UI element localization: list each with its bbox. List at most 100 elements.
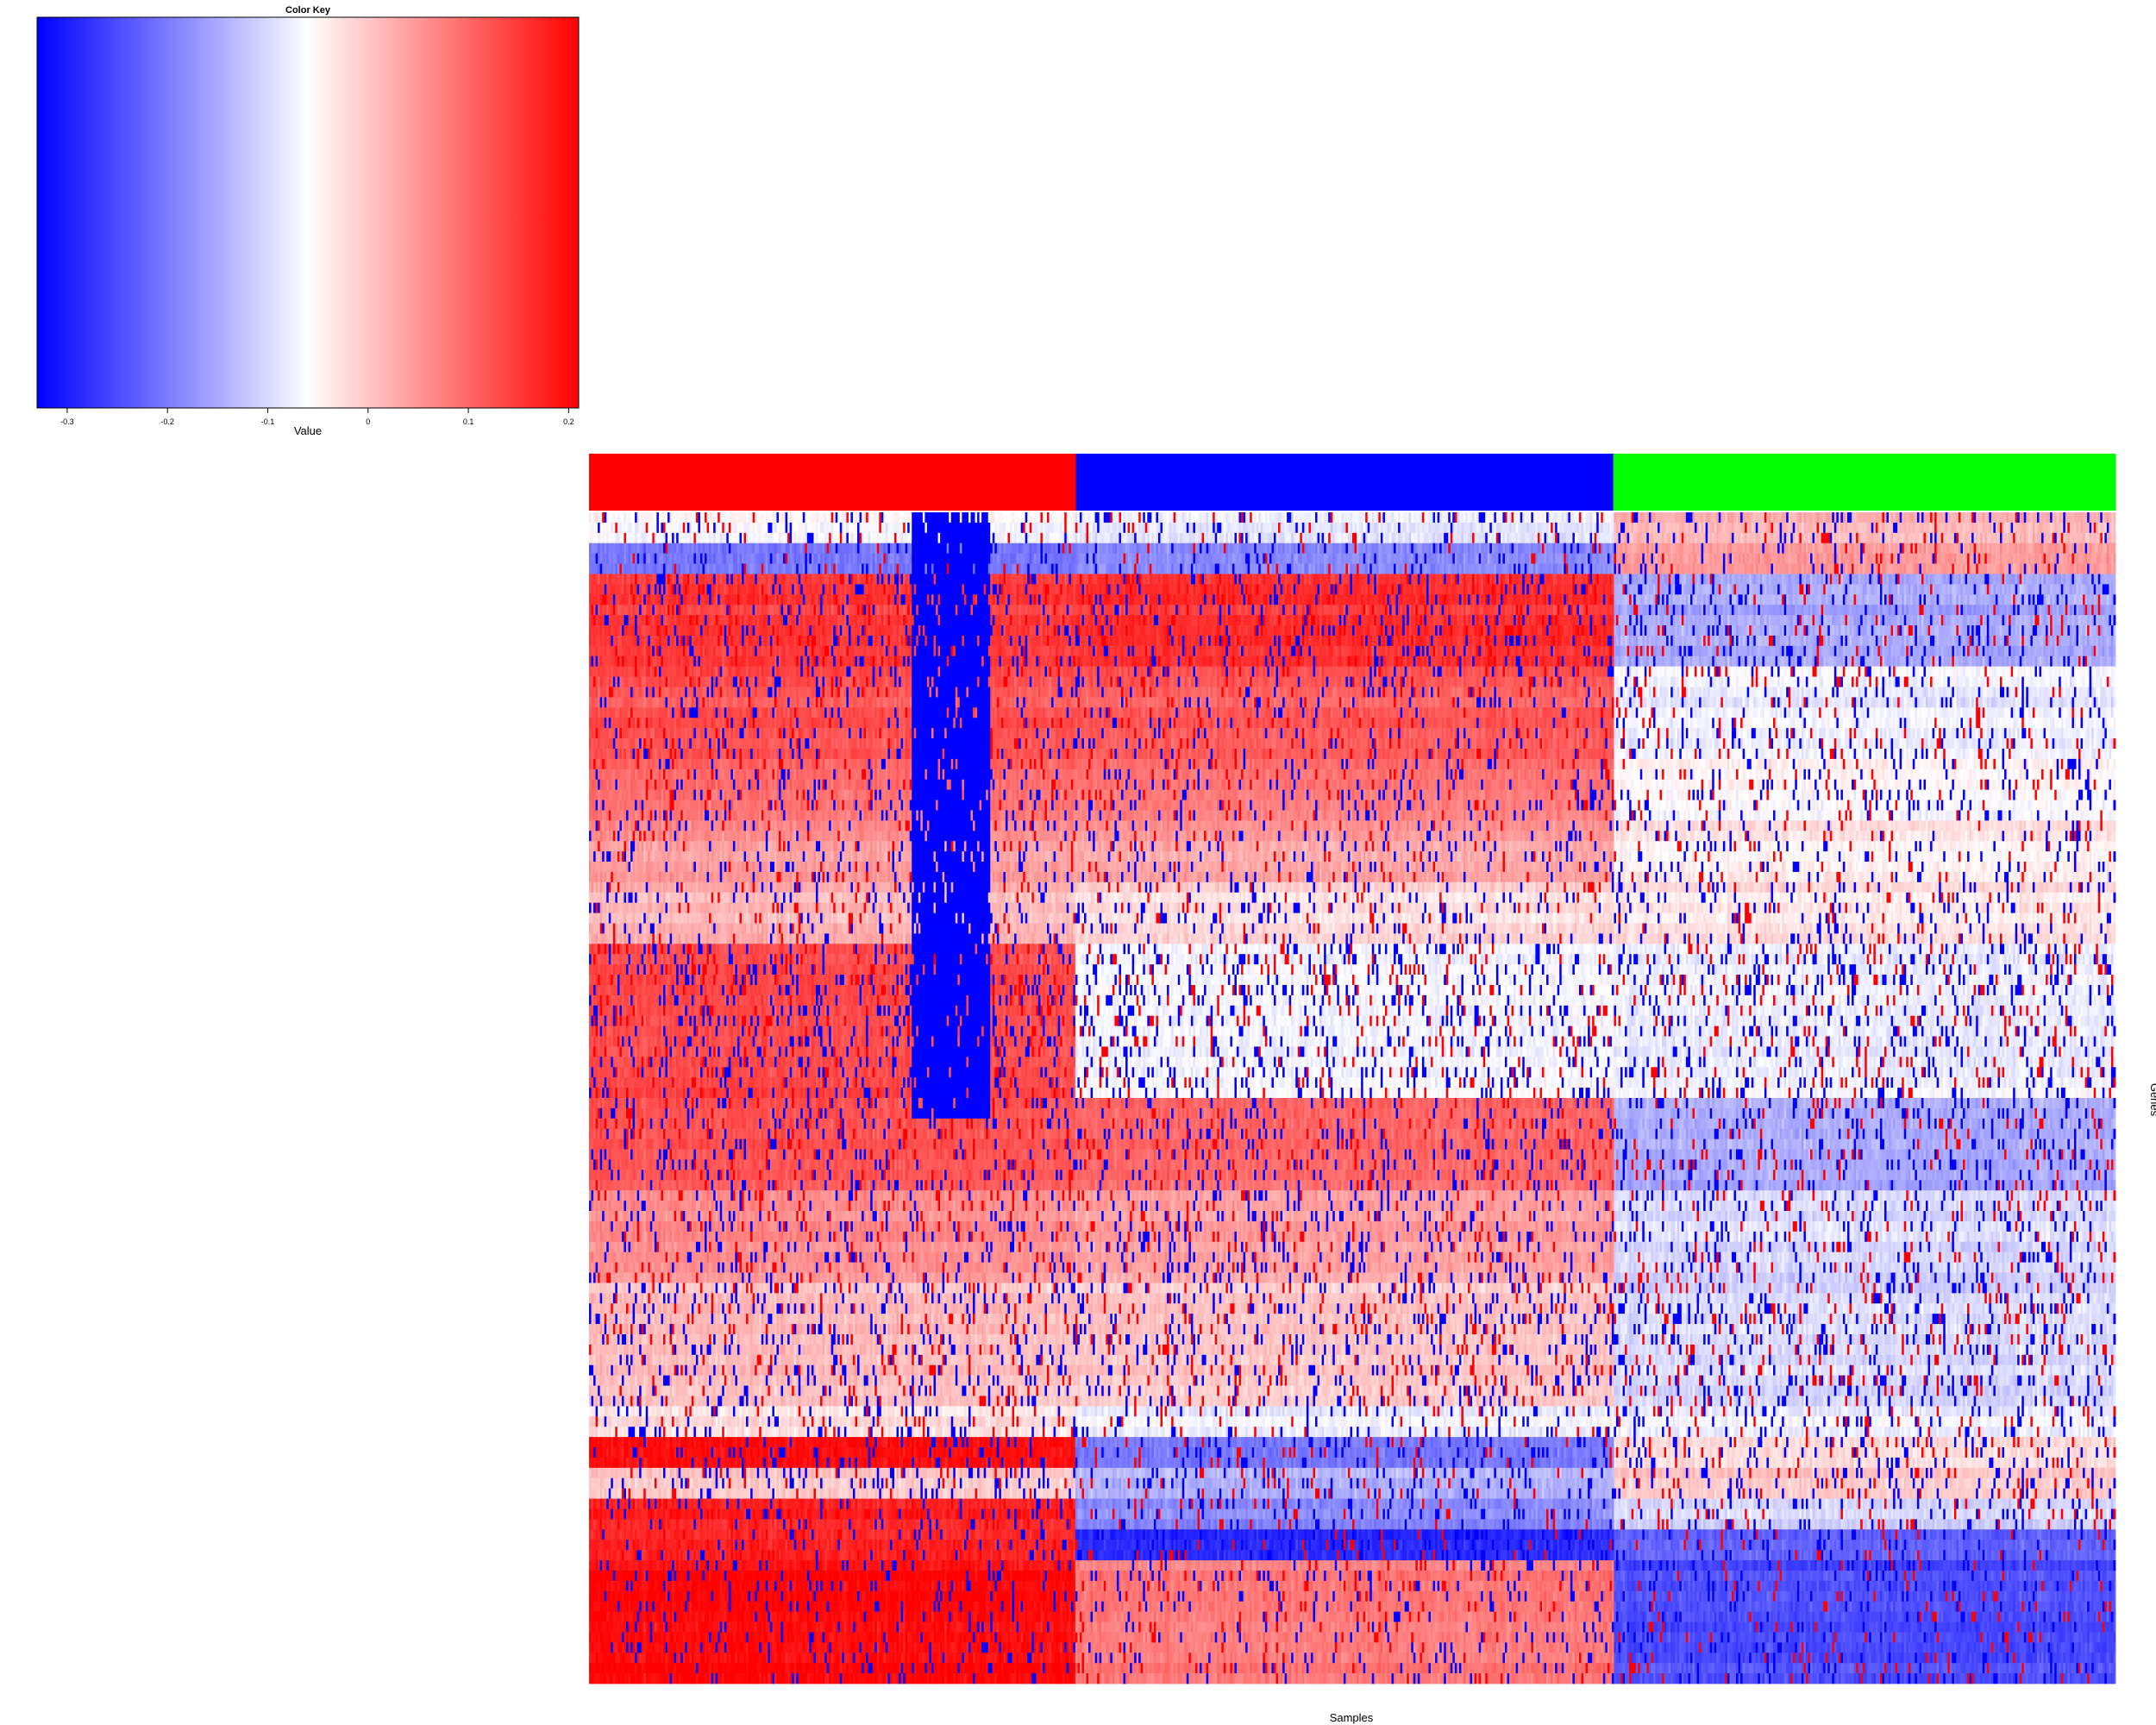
heatmap-cell: [1976, 523, 1978, 533]
heatmap-cell: [866, 512, 868, 523]
heatmap-cell: [1712, 512, 1714, 523]
heatmap-cell: [1265, 512, 1268, 523]
heatmap-cell: [1188, 523, 1191, 533]
heatmap-cell: [924, 523, 927, 533]
heatmap-cell: [698, 543, 700, 554]
heatmap-cell: [753, 543, 755, 554]
heatmap-cell: [2050, 533, 2053, 543]
heatmap-cell: [827, 543, 830, 554]
heatmap-cell: [897, 523, 899, 533]
heatmap-cell: [722, 512, 724, 523]
heatmap-cell: [1893, 523, 1897, 533]
heatmap-cell: [1545, 523, 1547, 533]
heatmap-cell: [962, 512, 968, 523]
heatmap-cell: [1448, 512, 1451, 523]
heatmap-cell: [1695, 523, 1697, 533]
heatmap-cell: [842, 523, 844, 533]
heatmap-cell: [816, 543, 818, 554]
heatmap-cell: [1188, 543, 1191, 554]
heatmap-cell: [1439, 512, 1442, 523]
heatmap-cell: [2057, 523, 2061, 533]
heatmap-cell: [2078, 533, 2081, 543]
heatmap-cell: [1566, 533, 1570, 543]
heatmap-cell: [881, 523, 884, 533]
heatmap-cell: [2098, 512, 2101, 523]
heatmap-cell: [1174, 533, 1176, 543]
heatmap-cell: [1344, 533, 1348, 543]
heatmap-cell: [2020, 533, 2022, 543]
heatmap-cell: [879, 512, 881, 523]
heatmap-cell: [1479, 533, 1482, 543]
heatmap-cell: [1773, 512, 1776, 523]
heatmap-cell: [2059, 533, 2061, 543]
heatmap-cell: [818, 523, 821, 533]
heatmap-cell: [1276, 512, 1279, 523]
heatmap-cell: [1031, 543, 1034, 554]
heatmap-cell: [864, 533, 867, 543]
heatmap-cell: [1348, 512, 1351, 523]
heatmap-cell: [1549, 533, 1551, 543]
heatmap-cell: [1095, 512, 1100, 523]
heatmap-cell: [1398, 533, 1401, 543]
heatmap-cell: [1180, 543, 1182, 554]
heatmap-cell: [1814, 523, 1817, 533]
heatmap-cell: [1489, 523, 1492, 533]
heatmap-cell: [1211, 523, 1213, 533]
heatmap-cell: [1044, 543, 1047, 554]
heatmap-cell: [1095, 523, 1098, 533]
heatmap-cell: [813, 523, 816, 533]
heatmap-cell: [589, 543, 592, 554]
heatmap-cell: [846, 523, 849, 533]
heatmap-cell: [1117, 512, 1119, 523]
heatmap-cell: [1396, 533, 1399, 543]
heatmap-cell: [707, 533, 710, 543]
heatmap-cell: [1101, 523, 1104, 533]
heatmap-cell: [1130, 543, 1132, 554]
heatmap-cell: [1014, 523, 1017, 533]
heatmap-cell: [692, 512, 694, 523]
heatmap-cell: [1374, 533, 1376, 543]
heatmap-cell: [1182, 523, 1185, 533]
heatmap-cell: [1030, 523, 1032, 533]
heatmap-cell: [1036, 512, 1038, 523]
heatmap-cell: [1627, 523, 1630, 533]
heatmap-cell: [1088, 523, 1091, 533]
heatmap-cell: [696, 512, 699, 523]
heatmap-cell: [1810, 533, 1813, 543]
heatmap-cell: [1429, 512, 1432, 523]
heatmap-cell: [1101, 533, 1104, 543]
heatmap-cell: [683, 543, 687, 554]
heatmap-cell: [776, 543, 779, 554]
heatmap-cell: [1959, 523, 1961, 533]
heatmap-cell: [1956, 533, 1959, 543]
heatmap-cell: [910, 523, 912, 533]
heatmap-cell: [1645, 533, 1647, 543]
heatmap-cell: [1921, 512, 1924, 523]
heatmap-cell: [1887, 523, 1890, 533]
heatmap-cell: [1154, 533, 1156, 543]
heatmap-cell: [1021, 543, 1024, 554]
heatmap-cell: [1117, 533, 1119, 543]
heatmap-cell: [1642, 523, 1645, 533]
heatmap-cell: [757, 523, 760, 533]
heatmap-cell: [2026, 523, 2028, 533]
heatmap-cell: [1472, 533, 1475, 543]
heatmap-cell: [803, 512, 805, 523]
heatmap-cell: [1056, 533, 1058, 543]
heatmap-cell: [1736, 512, 1739, 523]
heatmap-cell: [1764, 523, 1767, 533]
heatmap-cell: [1125, 512, 1128, 523]
heatmap-cell: [1077, 523, 1080, 533]
heatmap-cell: [2081, 512, 2084, 523]
heatmap-cell: [763, 543, 766, 554]
heatmap-cell: [1232, 523, 1235, 533]
heatmap-cell: [735, 543, 737, 554]
heatmap-cell: [840, 523, 843, 533]
heatmap-cell: [1184, 543, 1187, 554]
heatmap-cell: [698, 523, 700, 533]
heatmap-cell: [2087, 533, 2090, 543]
heatmap-cell: [1081, 512, 1084, 523]
heatmap-cell: [1887, 512, 1890, 523]
heatmap-cell: [1470, 512, 1473, 523]
heatmap-cell: [866, 533, 868, 543]
